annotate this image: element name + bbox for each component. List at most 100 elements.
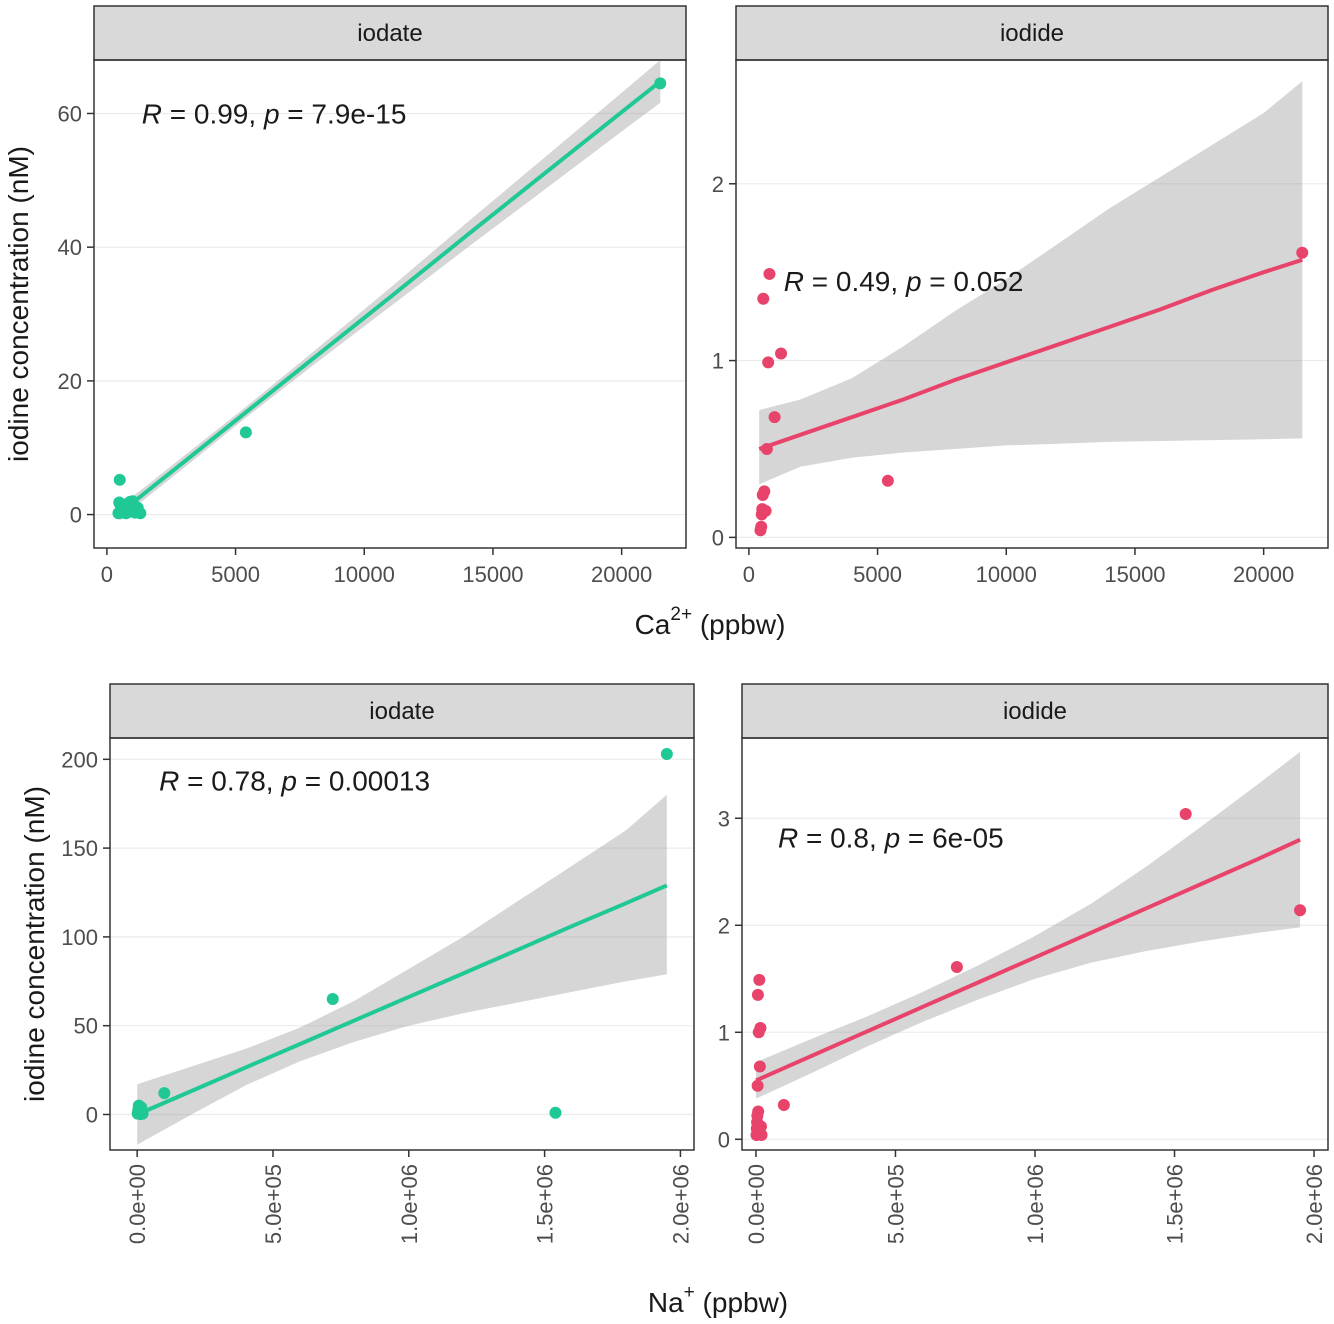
data-point — [134, 507, 147, 520]
x-axis-title-base: Na — [648, 1287, 684, 1318]
y-tick-label: 2 — [712, 172, 724, 197]
correlation-annotation: R = 0.78, p = 0.00013 — [159, 766, 430, 797]
data-point — [758, 485, 771, 498]
correlation-annotation: R = 0.49, p = 0.052 — [784, 266, 1024, 297]
r-symbol: R — [784, 266, 804, 297]
panel-1-iodide: iodide R = 0.49, p = 0.052 0 1 2 0 5000 10000 15… — [712, 5, 1329, 587]
data-point — [775, 347, 788, 360]
p-value: = 7.9e-15 — [280, 98, 407, 129]
regression-line — [755, 837, 1301, 1083]
data-point — [763, 267, 776, 280]
y-tick-label: 150 — [61, 836, 98, 861]
data-point — [158, 1087, 171, 1100]
data-point — [759, 504, 772, 517]
confidence-band — [756, 751, 1301, 1099]
x-tick-label: 20000 — [1233, 562, 1294, 587]
correlation-annotation: R = 0.8, p = 6e-05 — [778, 823, 1004, 854]
data-point — [751, 1079, 764, 1092]
x-axis-title-1: Na+ (ppbw) — [648, 1282, 788, 1318]
y-tick-label: 0 — [86, 1102, 98, 1127]
r-value: = 0.99, — [162, 98, 264, 129]
r-value: = 0.78, — [179, 766, 281, 797]
data-point — [326, 993, 339, 1006]
y-tick-label: 40 — [58, 235, 82, 260]
data-point — [549, 1106, 562, 1119]
x-tick-label: 0.0e+00 — [744, 1164, 769, 1244]
p-value: = 0.052 — [922, 266, 1024, 297]
y-tick-label: 2 — [718, 913, 730, 938]
p-symbol: p — [263, 98, 280, 129]
correlation-annotation: R = 0.99, p = 7.9e-15 — [142, 98, 407, 129]
x-axis-title-unit: (ppbw) — [695, 1287, 788, 1318]
strip-label: iodate — [357, 20, 422, 47]
data-point — [751, 988, 764, 1001]
x-tick-label: 15000 — [462, 562, 523, 587]
y-tick-label: 1 — [712, 349, 724, 374]
strip-background — [93, 5, 687, 61]
data-point — [1179, 807, 1192, 820]
x-tick-label: 5.0e+05 — [883, 1164, 908, 1244]
strip-label: iodide — [1000, 20, 1064, 47]
x-tick-label: 0 — [101, 562, 113, 587]
x-tick-label: 15000 — [1104, 562, 1165, 587]
x-axis-title-superscript: 2+ — [670, 604, 692, 625]
data-point — [762, 356, 775, 369]
r-value: = 0.49, — [804, 266, 906, 297]
panel-border — [109, 737, 695, 1151]
data-point — [950, 961, 963, 974]
data-point — [757, 292, 770, 305]
y-axis-title: iodine concentration (nM) — [19, 786, 50, 1102]
data-point — [239, 426, 252, 439]
regression-line — [118, 79, 662, 515]
y-tick-label: 0 — [718, 1127, 730, 1152]
x-axis-title-base: Ca — [635, 609, 671, 640]
y-tick-label: 60 — [58, 101, 82, 126]
x-tick-label: 20000 — [591, 562, 652, 587]
x-axis-title-superscript: + — [684, 1282, 695, 1303]
y-tick-label: 100 — [61, 925, 98, 950]
data-point — [753, 1060, 766, 1073]
p-symbol: p — [905, 266, 922, 297]
data-point — [752, 1105, 765, 1118]
x-tick-label: 2.0e+06 — [1302, 1164, 1327, 1244]
data-point — [755, 1129, 768, 1142]
x-axis-title-0: Ca2+ (ppbw) — [635, 604, 786, 640]
x-tick-label: 5000 — [211, 562, 260, 587]
strip-background — [109, 683, 695, 739]
r-symbol: R — [142, 98, 162, 129]
r-value: = 0.8, — [798, 823, 884, 854]
strip-label: iodide — [1003, 698, 1067, 725]
data-point — [777, 1099, 790, 1112]
y-tick-label: 0 — [70, 503, 82, 528]
data-point — [754, 1022, 767, 1035]
data-point — [754, 1120, 767, 1133]
data-point — [660, 747, 673, 760]
y-tick-label: 1 — [718, 1020, 730, 1045]
x-tick-label: 5.0e+05 — [261, 1164, 286, 1244]
r-symbol: R — [159, 766, 179, 797]
y-tick-label: 0 — [712, 525, 724, 550]
x-tick-label: 10000 — [334, 562, 395, 587]
r-symbol: R — [778, 823, 798, 854]
panel-2-iodate: iodate R = 0.78, p = 0.00013 0 50 100 150 200 0… — [19, 683, 695, 1244]
y-axis-title: iodine concentration (nM) — [3, 146, 34, 462]
x-tick-label: 10000 — [976, 562, 1037, 587]
panel-0-iodate: iodate R = 0.99, p = 7.9e-15 0 20 40 60 0 5000 1… — [3, 5, 687, 587]
data-point — [1296, 246, 1309, 259]
x-tick-label: 2.0e+06 — [668, 1164, 693, 1244]
data-point — [755, 520, 768, 533]
p-value: = 6e-05 — [900, 823, 1004, 854]
data-point — [113, 473, 126, 486]
x-tick-label: 1.0e+06 — [1023, 1164, 1048, 1244]
panel-3-iodide: iodide R = 0.8, p = 6e-05 0 1 2 3 0.0e+00 5.0e+… — [718, 683, 1329, 1244]
p-value: = 0.00013 — [297, 766, 430, 797]
p-symbol: p — [884, 823, 901, 854]
regression-line — [758, 257, 1303, 451]
x-tick-label: 1.0e+06 — [397, 1164, 422, 1244]
y-tick-label: 200 — [61, 747, 98, 772]
data-point — [1294, 904, 1307, 917]
data-point — [881, 474, 894, 487]
panel-border — [735, 59, 1329, 549]
x-tick-label: 1.5e+06 — [1163, 1164, 1188, 1244]
